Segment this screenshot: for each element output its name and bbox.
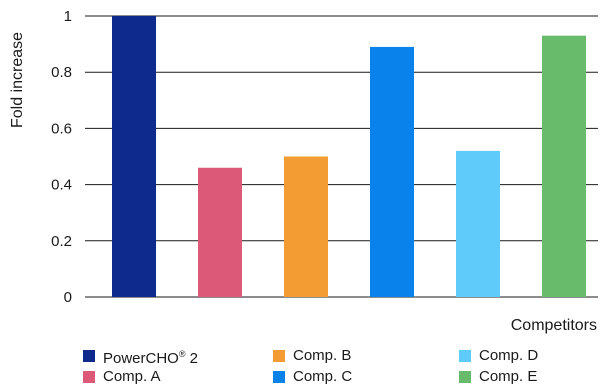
legend-swatch xyxy=(459,350,471,362)
legend-swatch xyxy=(83,371,95,383)
legend-item-comp-c: Comp. C xyxy=(273,368,352,386)
legend-item-powercho2: PowerCHO® 2 xyxy=(83,347,199,367)
legend-swatch xyxy=(459,371,471,383)
bar-comp-e xyxy=(542,35,586,298)
legend-label: Comp. C xyxy=(293,368,353,385)
legend-swatch xyxy=(273,350,285,362)
y-axis-title: Fold increase xyxy=(9,32,26,128)
y-tick-label: 0.6 xyxy=(51,120,72,137)
legend-item-comp-b: Comp. B xyxy=(273,347,351,365)
y-tick-labels: 0 0.2 0.4 0.6 0.8 1 xyxy=(51,8,72,306)
legend-label: Comp. D xyxy=(479,347,539,364)
legend-item-comp-e: Comp. E xyxy=(459,368,537,386)
y-tick-label: 1 xyxy=(64,8,72,25)
legend-item-comp-a: Comp. A xyxy=(83,368,161,386)
bar-comp-a xyxy=(198,167,242,297)
y-tick-label: 0.8 xyxy=(51,64,72,81)
legend-label: Comp. B xyxy=(293,347,352,364)
x-axis-title: Competitors xyxy=(511,317,597,334)
bar-powercho-2 xyxy=(112,16,156,297)
legend-item-comp-d: Comp. D xyxy=(459,347,538,365)
legend-label: Comp. E xyxy=(479,368,538,385)
bars xyxy=(112,16,586,298)
y-tick-label: 0 xyxy=(64,289,72,306)
y-tick-label: 0.2 xyxy=(51,233,72,250)
legend-label: PowerCHO® 2 xyxy=(103,348,199,367)
legend-swatch xyxy=(83,350,95,362)
legend: PowerCHO® 2 Comp. A Comp. B Comp. C Comp… xyxy=(83,347,601,391)
legend-label: Comp. A xyxy=(103,368,161,385)
legend-swatch xyxy=(273,371,285,383)
bar-comp-b xyxy=(284,156,328,297)
bar-comp-c xyxy=(370,46,414,297)
gridlines xyxy=(85,15,598,298)
bar-comp-d xyxy=(456,150,500,297)
y-tick-label: 0.4 xyxy=(51,177,72,194)
